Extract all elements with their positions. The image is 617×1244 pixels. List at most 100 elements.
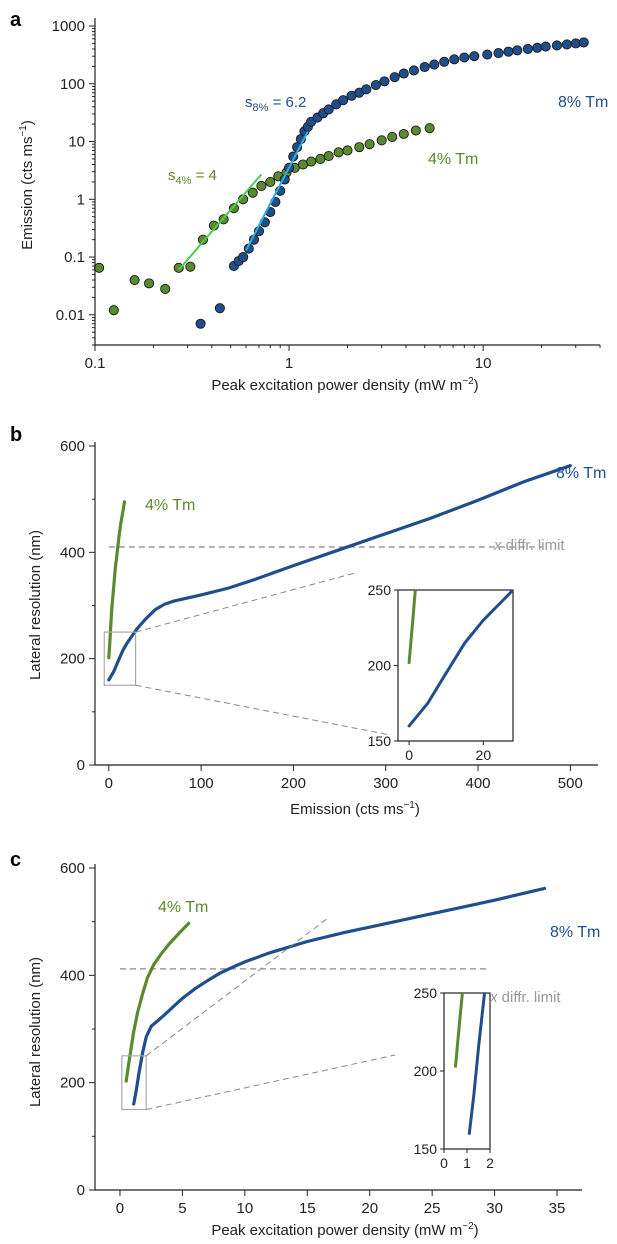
data-point-8pct	[323, 104, 334, 115]
curve-4pct	[124, 921, 191, 1083]
slope-4-label: s4% = 4	[168, 167, 217, 187]
y-tick-label: 400	[60, 544, 85, 561]
y-tick-label-a: 0.1	[64, 249, 85, 266]
x-axis-label-b: Emission (cts ms−1)	[290, 800, 420, 818]
fit-line-8pct	[245, 130, 309, 251]
x-tick-label: 20	[361, 1200, 378, 1217]
y-tick-label-a: 1000	[52, 18, 85, 35]
data-point-8pct	[551, 40, 562, 51]
data-point-8pct	[361, 84, 372, 95]
data-point-4pct	[364, 139, 375, 150]
data-point-8pct	[522, 43, 533, 55]
legend-4-tm-a: 4% Tm	[428, 151, 478, 168]
x-tick-label: 500	[558, 775, 583, 792]
curve-4pct	[107, 500, 127, 660]
x-tick-label: 200	[281, 775, 306, 792]
y-axis-label-c: Lateral resolution (nm)	[27, 957, 44, 1107]
data-point-8pct	[512, 45, 523, 56]
data-point-4pct	[387, 131, 398, 142]
x-tick-label: 10	[237, 1200, 254, 1217]
y-tick-label: 600	[60, 860, 85, 877]
inset-plot	[407, 590, 513, 728]
x-tick-label-a: 10	[475, 355, 492, 372]
x-tick-label: 0	[105, 775, 113, 792]
y-axis-label-a: Emission (cts ms−1)	[18, 120, 36, 250]
data-point-8pct	[469, 51, 480, 62]
data-point-4pct	[315, 153, 326, 164]
x-tick-label-a: 0.1	[85, 355, 106, 372]
y-tick-label: 200	[60, 651, 85, 668]
panel-label-c: c	[10, 849, 21, 871]
data-point-8pct	[459, 52, 470, 63]
legend-8-tm-a: 8% Tm	[558, 94, 608, 111]
x-tick-label: 15	[299, 1200, 316, 1217]
data-point-4pct	[160, 283, 171, 295]
data-point-4pct	[265, 176, 276, 187]
data-point-4pct	[410, 125, 421, 136]
zoom-connector	[145, 917, 329, 1057]
zoom-connector	[135, 572, 356, 633]
panel-c-plot-area: 150 200 250 0 1 2	[119, 886, 547, 1171]
panel-label-b: b	[10, 424, 22, 446]
inset-y-tick-label: 250	[414, 985, 438, 1001]
data-point-4pct	[342, 145, 353, 156]
data-point-4pct	[228, 203, 240, 214]
data-point-4pct	[398, 128, 409, 140]
x-tick-label-a: 1	[285, 355, 293, 372]
data-point-8pct	[482, 49, 493, 60]
inset-curve-8pct	[407, 590, 513, 728]
inset-x-tick-label: 0	[440, 1155, 448, 1171]
panel-label-a: a	[10, 9, 22, 31]
data-point-8pct	[408, 65, 420, 76]
inset-y-tick-label: 150	[414, 1141, 438, 1157]
curve-8pct	[132, 886, 547, 1106]
inset-y-tick-label: 250	[368, 582, 392, 598]
slope-8-label: s8% = 6.2	[245, 94, 306, 114]
inset-y-tick-label: 150	[368, 733, 392, 749]
panel-a-plot-area	[94, 37, 589, 329]
panel-b-plot-area: 150 200 250 0 20	[103, 464, 572, 763]
panel-a: a 0.01 0.1 1 10 100 1000 0.1 1 10 s8% = 6.2 s4% …	[10, 9, 608, 394]
data-point-4pct	[256, 180, 267, 192]
y-tick-label: 0	[77, 757, 85, 774]
inset-x-tick-label: 20	[476, 747, 492, 763]
legend-8-tm-b: 8% Tm	[556, 465, 606, 482]
data-point-8pct	[532, 42, 543, 53]
x-axis-label-a: Peak excitation power density (mW m−2)	[211, 376, 478, 394]
data-point-4pct	[354, 142, 365, 153]
inset-y-tick-label: 200	[368, 658, 392, 674]
y-tick-label: 200	[60, 1075, 85, 1092]
data-point-8pct	[238, 251, 249, 263]
x-tick-label: 100	[189, 775, 214, 792]
zoom-connector	[146, 1054, 396, 1110]
legend-4-tm-c: 4% Tm	[158, 899, 208, 916]
curve-8pct	[107, 464, 572, 682]
fit-line-4pct	[177, 173, 263, 271]
x-tick-label: 400	[466, 775, 491, 792]
data-point-4pct	[173, 262, 184, 273]
data-point-8pct	[419, 61, 430, 73]
data-point-4pct	[376, 135, 387, 146]
y-tick-label: 0	[77, 1182, 85, 1199]
inset-x-tick-label: 2	[486, 1155, 494, 1171]
data-point-4pct	[323, 151, 334, 162]
x-axis-label-c: Peak excitation power density (mW m−2)	[211, 1221, 478, 1239]
legend-4-tm-b: 4% Tm	[145, 497, 195, 514]
diffraction-limit-label-c: x diffr. limit	[489, 989, 561, 1006]
y-tick-label: 600	[60, 438, 85, 455]
data-point-8pct	[195, 318, 206, 329]
x-tick-label: 300	[373, 775, 398, 792]
y-tick-label-a: 100	[60, 76, 85, 93]
diffraction-limit-label-b: x diffr. limit	[493, 537, 565, 554]
data-point-8pct	[338, 95, 349, 106]
zoom-box	[121, 1055, 147, 1111]
data-point-8pct	[561, 39, 572, 50]
data-point-8pct	[439, 56, 450, 67]
data-point-8pct	[398, 68, 409, 79]
data-point-4pct	[197, 234, 209, 245]
y-tick-label-a: 10	[68, 134, 85, 151]
data-point-4pct	[108, 305, 119, 316]
x-tick-label: 25	[424, 1200, 441, 1217]
x-tick-label: 35	[549, 1200, 566, 1217]
